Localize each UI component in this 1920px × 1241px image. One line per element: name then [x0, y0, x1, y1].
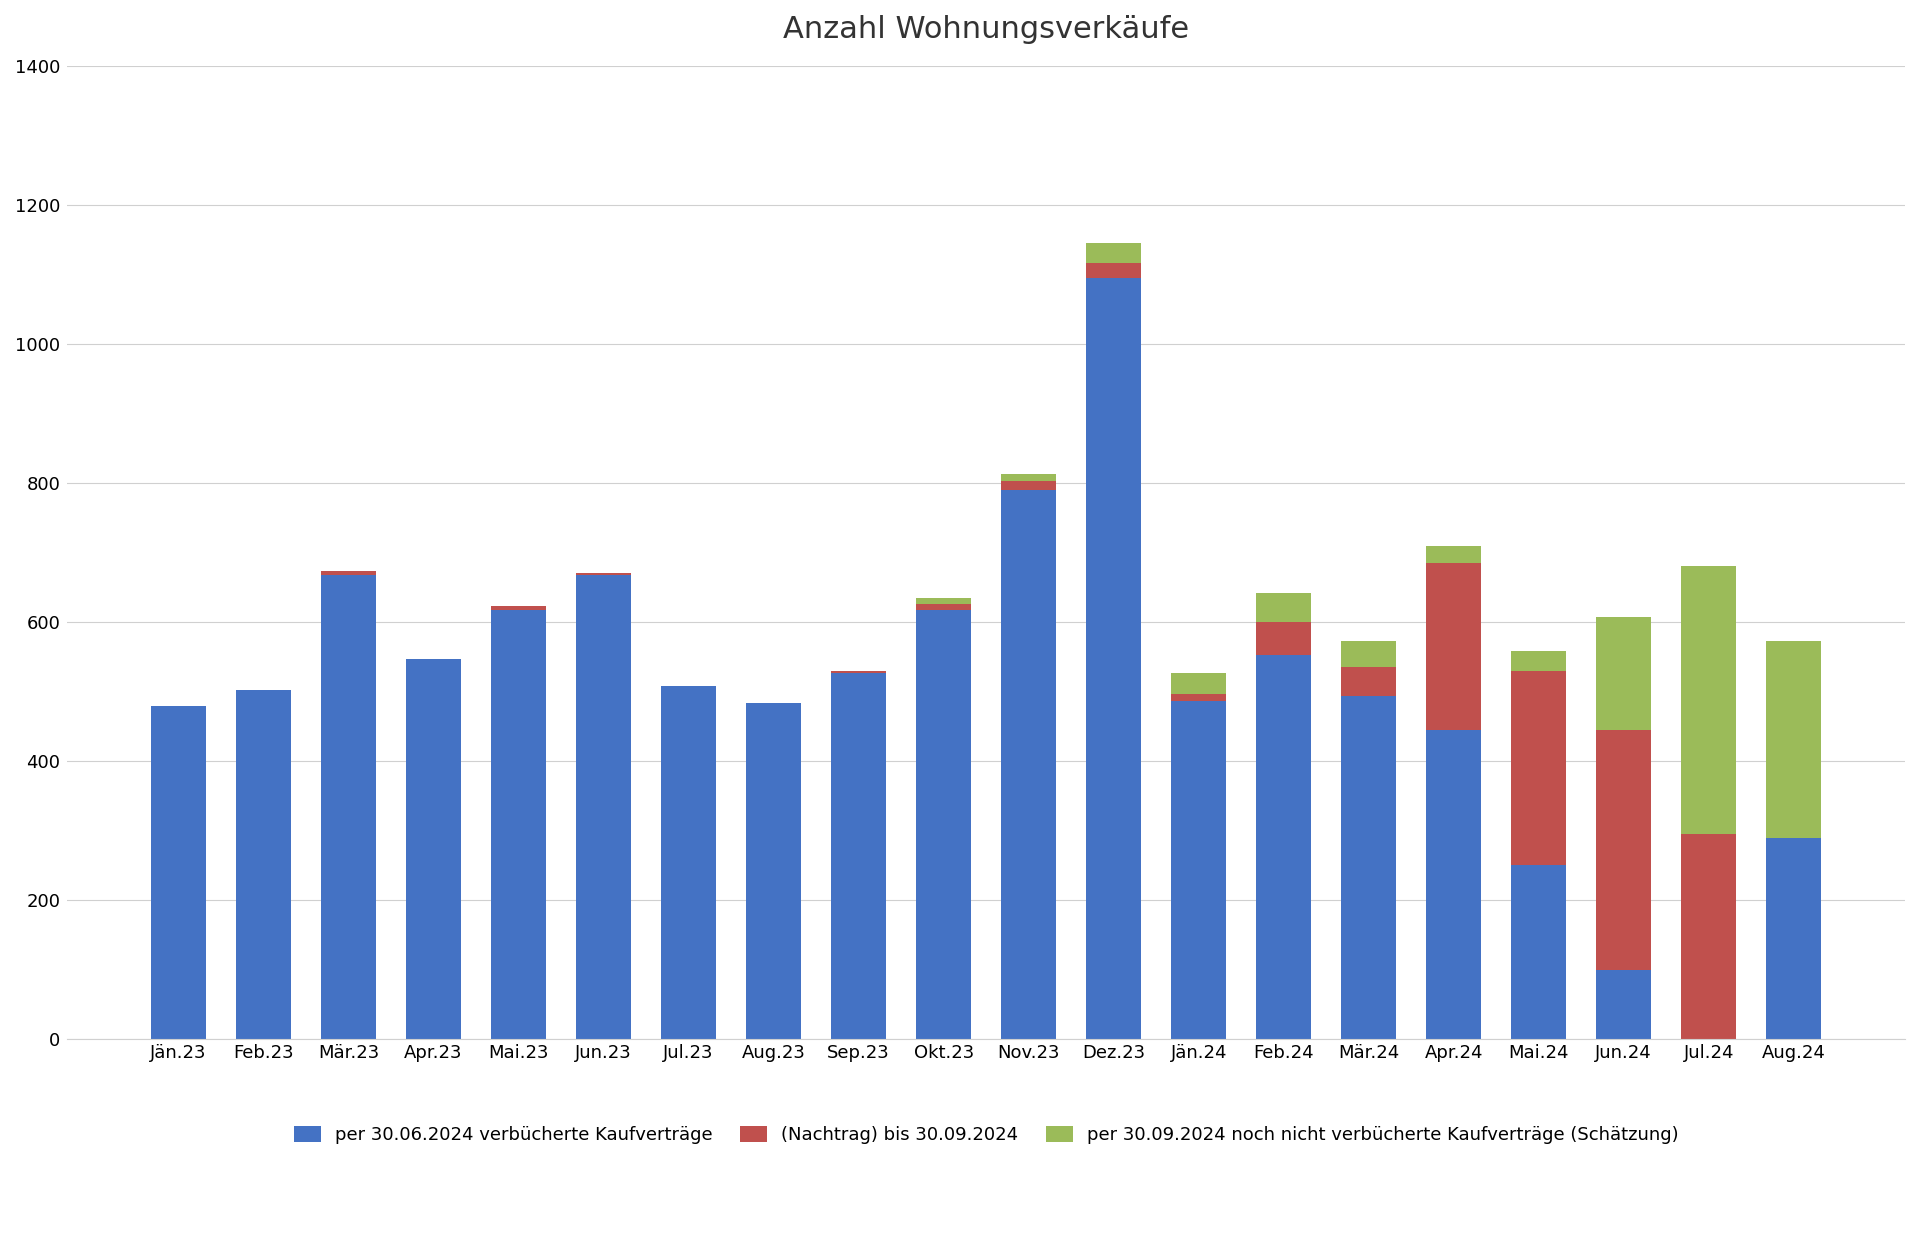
- Legend: per 30.06.2024 verbücherte Kaufverträge, (Nachtrag) bis 30.09.2024, per 30.09.20: per 30.06.2024 verbücherte Kaufverträge,…: [284, 1117, 1688, 1153]
- Bar: [1000, 490, 1056, 1039]
- Bar: [405, 659, 461, 1039]
- Bar: [1087, 243, 1140, 263]
- Bar: [1171, 673, 1227, 694]
- Bar: [916, 609, 972, 1039]
- Bar: [916, 598, 972, 604]
- Bar: [1766, 838, 1822, 1039]
- Bar: [492, 609, 545, 1039]
- Bar: [1087, 263, 1140, 278]
- Bar: [831, 673, 887, 1039]
- Bar: [1511, 670, 1567, 865]
- Bar: [576, 576, 632, 1039]
- Bar: [1427, 563, 1482, 730]
- Bar: [152, 706, 205, 1039]
- Bar: [660, 686, 716, 1039]
- Bar: [492, 606, 545, 609]
- Bar: [1427, 730, 1482, 1039]
- Bar: [1596, 969, 1651, 1039]
- Bar: [1256, 622, 1311, 655]
- Bar: [1256, 655, 1311, 1039]
- Bar: [1340, 668, 1396, 696]
- Bar: [916, 604, 972, 609]
- Bar: [1340, 640, 1396, 668]
- Bar: [1000, 474, 1056, 482]
- Bar: [1596, 730, 1651, 969]
- Bar: [321, 571, 376, 575]
- Bar: [1427, 546, 1482, 563]
- Bar: [747, 704, 801, 1039]
- Bar: [1000, 482, 1056, 490]
- Bar: [1682, 834, 1736, 1039]
- Bar: [236, 690, 292, 1039]
- Title: Anzahl Wohnungsverkäufe: Anzahl Wohnungsverkäufe: [783, 15, 1188, 43]
- Bar: [321, 575, 376, 1039]
- Bar: [1682, 566, 1736, 834]
- Bar: [1766, 640, 1822, 838]
- Bar: [1340, 696, 1396, 1039]
- Bar: [1511, 865, 1567, 1039]
- Bar: [1511, 652, 1567, 670]
- Bar: [1171, 694, 1227, 701]
- Bar: [1087, 278, 1140, 1039]
- Bar: [1256, 593, 1311, 622]
- Bar: [1171, 701, 1227, 1039]
- Bar: [831, 670, 887, 673]
- Bar: [1596, 617, 1651, 730]
- Bar: [576, 573, 632, 576]
